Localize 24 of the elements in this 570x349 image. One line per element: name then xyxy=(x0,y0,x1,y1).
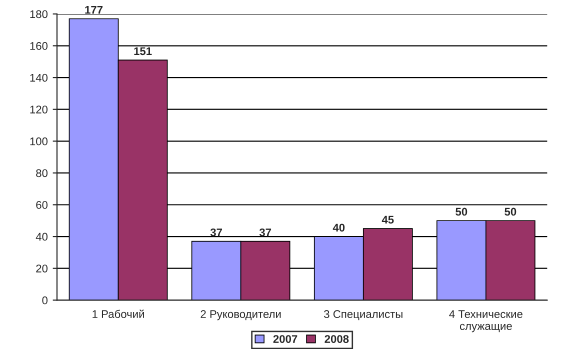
y-tick-label: 180 xyxy=(30,10,48,18)
y-tick-label: 140 xyxy=(30,74,48,82)
y-tick-label: 160 xyxy=(30,42,48,50)
x-tick-label: 4 Технические служащие xyxy=(449,310,522,332)
data-label: 40 xyxy=(332,224,345,232)
y-tick-label: 80 xyxy=(36,169,48,178)
y-tick-label: 60 xyxy=(36,201,48,209)
legend-label: 2008 xyxy=(324,335,349,343)
y-tick-label: 0 xyxy=(42,296,48,304)
data-label: 37 xyxy=(210,228,222,236)
y-tick-label: 100 xyxy=(30,137,48,146)
legend-label: 2007 xyxy=(273,335,298,343)
data-label: 50 xyxy=(456,208,468,216)
x-tick-label: 1 Рабочий xyxy=(92,310,144,318)
data-label: 177 xyxy=(85,6,103,14)
data-label: 151 xyxy=(134,47,152,56)
y-tick-label: 40 xyxy=(36,232,48,241)
data-label: 37 xyxy=(259,228,272,236)
data-label: 45 xyxy=(382,216,394,224)
x-tick-label: 3 Специалисты xyxy=(324,310,402,320)
y-tick-label: 120 xyxy=(30,106,48,114)
y-tick-label: 20 xyxy=(36,264,48,272)
data-label: 50 xyxy=(504,208,516,216)
x-tick-label: 2 Руководители xyxy=(200,310,281,320)
